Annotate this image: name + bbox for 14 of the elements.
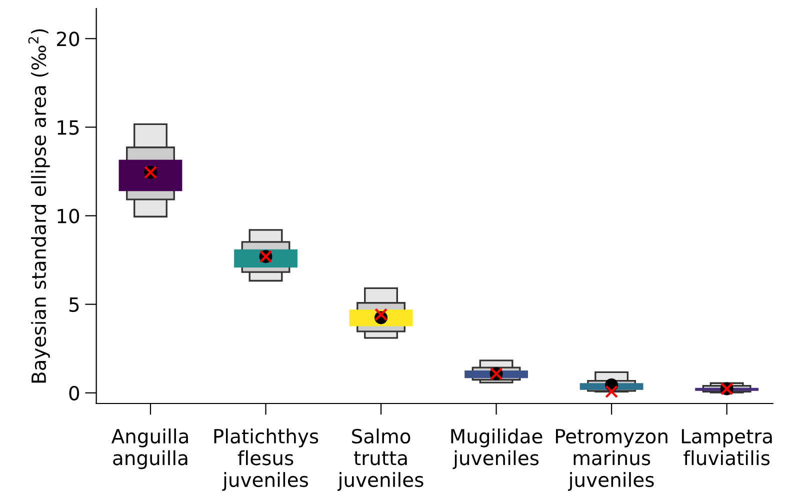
- x-tick-label: Lampetra fluviatilis: [682, 429, 772, 466]
- x-tick-label: Platichthys flesus juveniles: [214, 428, 318, 491]
- y-tick-label: 0: [69, 386, 80, 401]
- x-tick-label: Anguilla anguilla: [111, 428, 188, 470]
- bar: [118, 160, 182, 192]
- y-tick-label: 5: [69, 298, 79, 312]
- y-tick-label: 10: [58, 208, 80, 224]
- y-tick-label: 15: [58, 120, 79, 135]
- y-axis-title: Bayesian standard ellipse area (‰$^{2}$): [28, 29, 50, 383]
- y-tick-label: 20: [57, 32, 80, 46]
- x-tick-label: Mugilidae juveniles: [451, 428, 542, 470]
- x-tick-label: Petromyzon marinus juveniles: [556, 429, 668, 491]
- point: [605, 385, 618, 398]
- x-tick-label: Salmo trutta juveniles: [337, 428, 424, 491]
